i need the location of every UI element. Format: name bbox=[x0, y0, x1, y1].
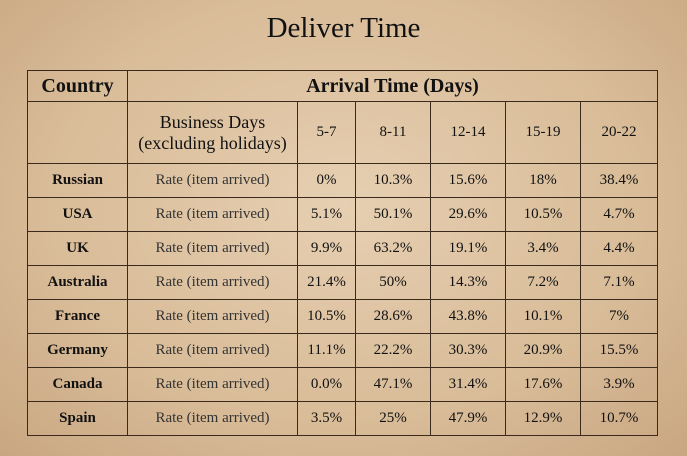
value-cell: 5.1% bbox=[297, 197, 356, 232]
metric-cell: Rate (item arrived) bbox=[127, 401, 298, 436]
country-cell: Australia bbox=[27, 265, 128, 300]
metric-cell: Rate (item arrived) bbox=[127, 367, 298, 402]
value-cell: 47.1% bbox=[355, 367, 431, 402]
value-cell: 7.1% bbox=[579, 265, 659, 300]
value-cell: 38.4% bbox=[579, 163, 659, 198]
value-cell: 12.9% bbox=[505, 401, 581, 436]
table-row: Spain Rate (item arrived) 3.5% 25% 47.9% 12.9… bbox=[27, 401, 659, 436]
table-row: USA Rate (item arrived) 5.1% 50.1% 29.6% 10.5… bbox=[27, 197, 659, 232]
table-row: Germany Rate (item arrived) 11.1% 22.2% 30.3… bbox=[27, 333, 659, 368]
value-cell: 3.9% bbox=[579, 367, 659, 402]
metric-cell: Rate (item arrived) bbox=[127, 197, 298, 232]
value-cell: 19.1% bbox=[430, 231, 506, 266]
title: Deliver Time bbox=[266, 12, 421, 44]
metric-cell: Rate (item arrived) bbox=[127, 231, 298, 266]
delivery-table: Country Arrival Time (Days) Business Day… bbox=[27, 70, 659, 436]
range-header: 20-22 bbox=[579, 101, 659, 164]
table-row: Australia Rate (item arrived) 21.4% 50% 14.3… bbox=[27, 265, 659, 300]
country-cell: Spain bbox=[27, 401, 128, 436]
value-cell: 18% bbox=[505, 163, 581, 198]
subheader-line: (excluding holidays) bbox=[138, 132, 287, 153]
value-cell: 7% bbox=[579, 299, 659, 334]
value-cell: 0.0% bbox=[297, 367, 356, 402]
value-cell: 10.7% bbox=[579, 401, 659, 436]
value-cell: 50% bbox=[355, 265, 431, 300]
value-cell: 3.5% bbox=[297, 401, 356, 436]
value-cell: 31.4% bbox=[430, 367, 506, 402]
value-cell: 47.9% bbox=[430, 401, 506, 436]
country-cell: France bbox=[27, 299, 128, 334]
metric-cell: Rate (item arrived) bbox=[127, 333, 298, 368]
range-header: 8-11 bbox=[355, 101, 431, 164]
table-row: Russian Rate (item arrived) 0% 10.3% 15.6% 18… bbox=[27, 163, 659, 198]
subheader-line: Business Days bbox=[159, 111, 266, 132]
value-cell: 29.6% bbox=[430, 197, 506, 232]
value-cell: 10.5% bbox=[297, 299, 356, 334]
value-cell: 14.3% bbox=[430, 265, 506, 300]
value-cell: 4.7% bbox=[579, 197, 659, 232]
value-cell: 50.1% bbox=[355, 197, 431, 232]
metric-cell: Rate (item arrived) bbox=[127, 299, 298, 334]
range-header: 15-19 bbox=[505, 101, 581, 164]
subheader-cell: Business Days (excluding holidays) bbox=[127, 101, 298, 164]
country-cell: Canada bbox=[27, 367, 128, 402]
value-cell: 63.2% bbox=[355, 231, 431, 266]
value-cell: 25% bbox=[355, 401, 431, 436]
value-cell: 9.9% bbox=[297, 231, 356, 266]
country-cell: USA bbox=[27, 197, 128, 232]
country-cell: Russian bbox=[27, 163, 128, 198]
value-cell: 30.3% bbox=[430, 333, 506, 368]
value-cell: 4.4% bbox=[579, 231, 659, 266]
table-row: Canada Rate (item arrived) 0.0% 47.1% 31.4% 1… bbox=[27, 367, 659, 402]
empty-cell bbox=[27, 101, 128, 164]
header-cell: Country bbox=[27, 70, 128, 102]
value-cell: 11.1% bbox=[297, 333, 356, 368]
country-cell: Germany bbox=[27, 333, 128, 368]
value-cell: 43.8% bbox=[430, 299, 506, 334]
range-header: 5-7 bbox=[297, 101, 356, 164]
table-row: UK Rate (item arrived) 9.9% 63.2% 19.1% 3.4% 4… bbox=[27, 231, 659, 266]
value-cell: 28.6% bbox=[355, 299, 431, 334]
value-cell: 21.4% bbox=[297, 265, 356, 300]
country-cell: UK bbox=[27, 231, 128, 266]
metric-cell: Rate (item arrived) bbox=[127, 265, 298, 300]
value-cell: 3.4% bbox=[505, 231, 581, 266]
value-cell: 0% bbox=[297, 163, 356, 198]
range-header: 12-14 bbox=[430, 101, 506, 164]
value-cell: 10.5% bbox=[505, 197, 581, 232]
value-cell: 22.2% bbox=[355, 333, 431, 368]
table-row: France Rate (item arrived) 10.5% 28.6% 43.8%… bbox=[27, 299, 659, 334]
value-cell: 20.9% bbox=[505, 333, 581, 368]
value-cell: 10.3% bbox=[355, 163, 431, 198]
value-cell: 15.6% bbox=[430, 163, 506, 198]
header-cell: Arrival Time (Days) bbox=[126, 70, 659, 102]
value-cell: 10.1% bbox=[505, 299, 581, 334]
value-cell: 17.6% bbox=[505, 367, 581, 402]
metric-cell: Rate (item arrived) bbox=[127, 163, 298, 198]
value-cell: 7.2% bbox=[505, 265, 581, 300]
value-cell: 15.5% bbox=[579, 333, 659, 368]
